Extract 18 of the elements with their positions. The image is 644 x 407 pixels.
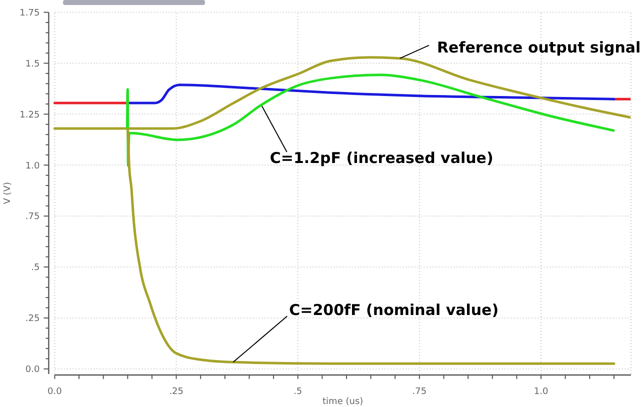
y-tick-label: 1.0 — [25, 161, 40, 172]
x-tick-label: .25 — [169, 387, 184, 397]
y-tick-label: 1.25 — [20, 110, 40, 120]
y-tick-label: .75 — [25, 212, 40, 222]
annotation: Reference output signal — [436, 38, 641, 56]
annotation: C=1.2pF (increased value) — [270, 149, 494, 168]
y-axis-title: V (V) — [3, 182, 13, 204]
y-tick-label: 1.75 — [20, 8, 40, 18]
x-tick-label: 0.0 — [48, 387, 62, 397]
x-tick-label: .75 — [412, 387, 427, 397]
x-tick-label: .5 — [294, 387, 302, 397]
y-tick-label: 0.0 — [25, 365, 40, 376]
y-tick-label: 1.5 — [25, 59, 40, 70]
annotation: C=200fF (nominal value) — [289, 301, 499, 320]
y-tick-label: .5 — [31, 263, 40, 274]
x-tick-label: 1.0 — [534, 387, 548, 397]
y-tick-label: .25 — [25, 314, 40, 324]
x-axis-title: time (us) — [322, 397, 364, 407]
